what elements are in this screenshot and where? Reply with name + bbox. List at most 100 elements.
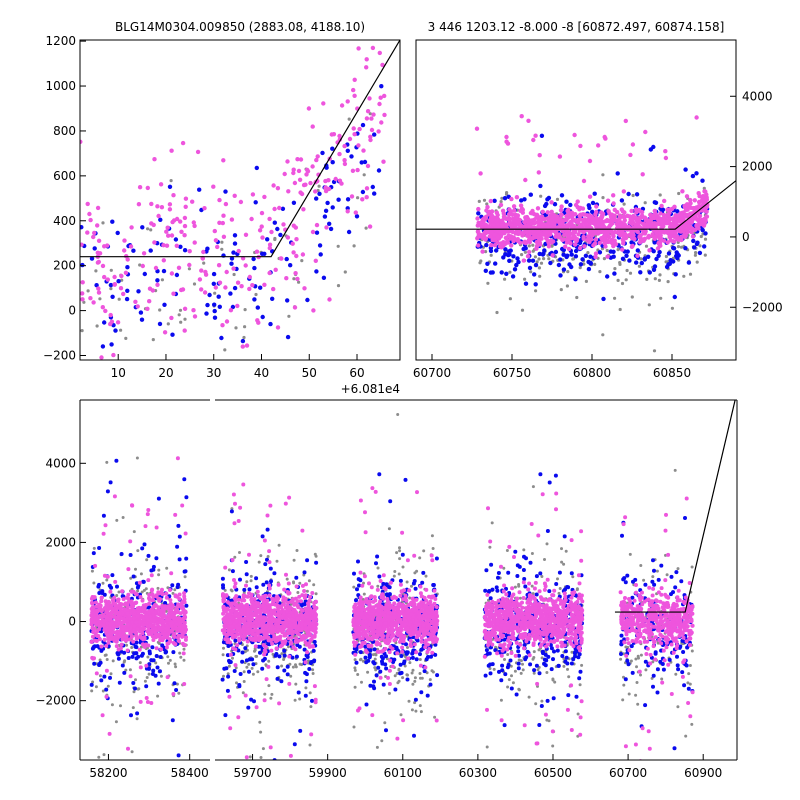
data-point [133,591,138,596]
y-tick-label: 4000 [742,89,773,103]
data-point [117,611,122,616]
data-point [231,250,236,255]
data-point [112,595,117,600]
data-point [545,210,550,215]
data-point [140,546,145,551]
data-point [521,258,526,263]
data-point [236,715,241,720]
data-point [291,250,296,255]
data-point [219,335,224,341]
data-point [122,660,126,664]
data-point [303,606,308,611]
data-point [90,569,94,573]
data-point [80,291,85,296]
data-point [609,212,615,217]
data-point [108,589,113,594]
data-point [142,271,147,277]
data-point [568,202,573,208]
data-point [118,602,123,606]
data-point [97,591,102,595]
data-point [241,637,246,642]
data-point [652,200,657,205]
data-point [116,634,121,639]
right-panel-title: 3 446 1203.12 -8.000 -8 [60872.497, 6087… [428,20,725,34]
data-point [285,577,289,581]
data-point [145,676,149,679]
data-point [288,263,293,268]
data-point [125,288,130,293]
data-point [100,344,106,349]
data-point [126,596,131,601]
data-point [145,700,150,704]
data-point [154,646,159,651]
data-point [578,262,584,267]
data-point [683,167,688,172]
data-point [166,655,170,659]
data-point [96,238,102,243]
data-point [140,263,145,269]
data-point [263,562,268,567]
data-point [108,637,113,642]
data-point [476,211,481,216]
data-point [182,233,187,238]
data-point [571,257,575,261]
data-point [689,229,694,235]
data-point [631,193,635,198]
data-point [137,687,141,691]
data-point [93,600,98,605]
data-point [265,527,270,532]
data-point [151,668,156,673]
data-point [583,253,589,258]
data-point [564,217,569,223]
data-point [128,674,133,679]
data-point [119,328,123,332]
data-point [304,672,309,677]
data-point [549,209,554,214]
data-point [117,629,122,634]
data-point [537,257,541,261]
data-point [590,200,596,206]
data-point [511,218,517,223]
data-point [586,266,592,272]
data-point [379,120,384,125]
data-point [167,207,173,212]
data-point [250,283,255,288]
data-point [330,146,335,151]
data-point [232,233,238,238]
data-point [534,289,538,293]
data-point [119,605,124,610]
data-point [695,260,699,264]
data-point [171,193,176,198]
data-point [149,588,154,593]
data-point [611,254,616,259]
data-point [211,271,217,277]
data-point [368,112,372,116]
data-point [149,658,154,663]
data-point [578,143,583,149]
data-point [243,308,247,312]
data-point [376,168,382,173]
data-point [159,647,164,652]
data-point [646,233,651,239]
data-point [313,552,317,556]
data-point [673,272,678,277]
data-point [300,252,306,257]
data-point [635,248,640,253]
data-point [321,275,327,280]
data-point [669,230,674,235]
data-point [161,620,166,625]
data-point [255,318,260,323]
data-point [536,229,541,234]
data-point [225,653,230,658]
data-point [205,302,210,308]
data-point [286,189,291,194]
data-point [679,245,684,249]
data-point [261,658,266,663]
x-tick-label: 60750 [493,366,531,380]
data-point [511,254,516,259]
data-point [258,720,262,724]
data-point [135,456,139,460]
data-point [80,297,85,302]
data-point [599,215,604,220]
